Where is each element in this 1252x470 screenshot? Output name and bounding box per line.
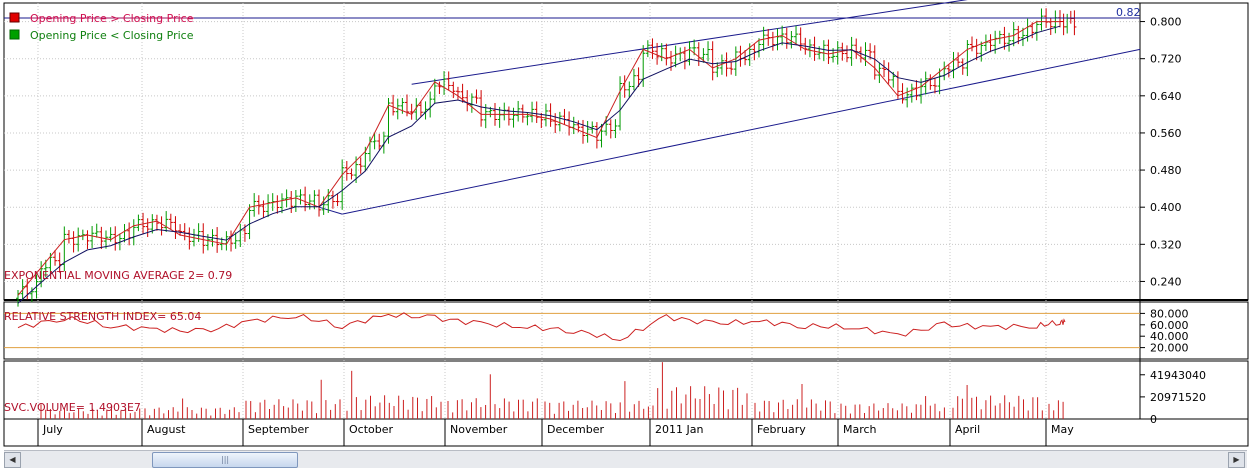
volume-label: SVC.VOLUME= 1.4903E7: [4, 401, 141, 414]
horizontal-scrollbar[interactable]: ◀ ||| ▶: [4, 450, 1247, 468]
price-tick-label: 0.240: [1150, 275, 1182, 288]
rsi-tick-label: 60.000: [1150, 319, 1189, 332]
price-tick-label: 0.400: [1150, 201, 1182, 214]
grid-lines: [4, 3, 1140, 419]
time-axis-frame: [3, 418, 1249, 447]
price-tick-label: 0.560: [1150, 127, 1182, 140]
legend-down-label: Opening Price > Closing Price: [30, 12, 194, 25]
volume-tick-label: 0: [1150, 413, 1157, 426]
month-label: October: [349, 423, 393, 436]
month-label: August: [147, 423, 186, 436]
month-label: December: [547, 423, 605, 436]
ema-slow-line: [17, 25, 1061, 304]
price-tick-label: 0.480: [1150, 164, 1182, 177]
scroll-left-icon[interactable]: ◀: [4, 452, 21, 468]
price-tick-label: 0.320: [1150, 238, 1182, 251]
volume-panel-frame: [3, 360, 1249, 420]
rsi-tick-label: 40.000: [1150, 330, 1189, 343]
legend-down-swatch: [9, 12, 20, 23]
volume-tick-label: 41943040: [1150, 369, 1206, 382]
last-value-label: 0.82: [1116, 6, 1141, 19]
grip-icon: |||: [221, 455, 230, 464]
month-label: May: [1051, 423, 1074, 436]
month-label: March: [843, 423, 877, 436]
rsi-line: [17, 312, 1066, 342]
legend: Opening Price > Closing Price Opening Pr…: [9, 12, 194, 42]
trend-lines: [318, 0, 1141, 215]
price-tick-label: 0.720: [1150, 53, 1182, 66]
month-label: November: [450, 423, 508, 436]
month-label: July: [42, 423, 63, 436]
legend-up-label: Opening Price < Closing Price: [30, 29, 194, 42]
ema-label: EXPONENTIAL MOVING AVERAGE 2= 0.79: [4, 269, 232, 282]
rsi-tick-label: 20.000: [1150, 342, 1189, 355]
volume-bars: 41943040 20971520 0: [40, 362, 1206, 426]
rsi-label: RELATIVE STRENGTH INDEX= 65.04: [4, 310, 201, 323]
scroll-right-icon[interactable]: ▶: [1228, 452, 1245, 468]
trend-anchor: [318, 206, 343, 215]
price-tick-label: 0.800: [1150, 16, 1182, 29]
volume-tick-label: 20971520: [1150, 391, 1206, 404]
rsi-panel-frame: [3, 301, 1249, 360]
month-label: February: [757, 423, 806, 436]
month-label: September: [248, 423, 309, 436]
moving-average-lines: [17, 21, 1061, 304]
ema-fast-line: [17, 21, 1060, 296]
lower-trend-line: [342, 48, 1141, 215]
panel-frames: [3, 2, 1249, 447]
price-tick-label: 0.640: [1150, 90, 1182, 103]
price-panel-frame: [3, 2, 1249, 301]
price-bars: [16, 8, 1077, 307]
month-label: April: [955, 423, 980, 436]
axis-labels: 0.800 0.720 0.640 0.560 0.480 0.400 0.320 0.240…: [4, 16, 1182, 446]
scrollbar-thumb[interactable]: |||: [152, 452, 298, 468]
month-label: 2011 Jan: [655, 423, 703, 436]
legend-up-swatch: [9, 29, 20, 40]
upper-trend-line: [411, 0, 968, 85]
rsi-tick-label: 80.000: [1150, 307, 1189, 320]
